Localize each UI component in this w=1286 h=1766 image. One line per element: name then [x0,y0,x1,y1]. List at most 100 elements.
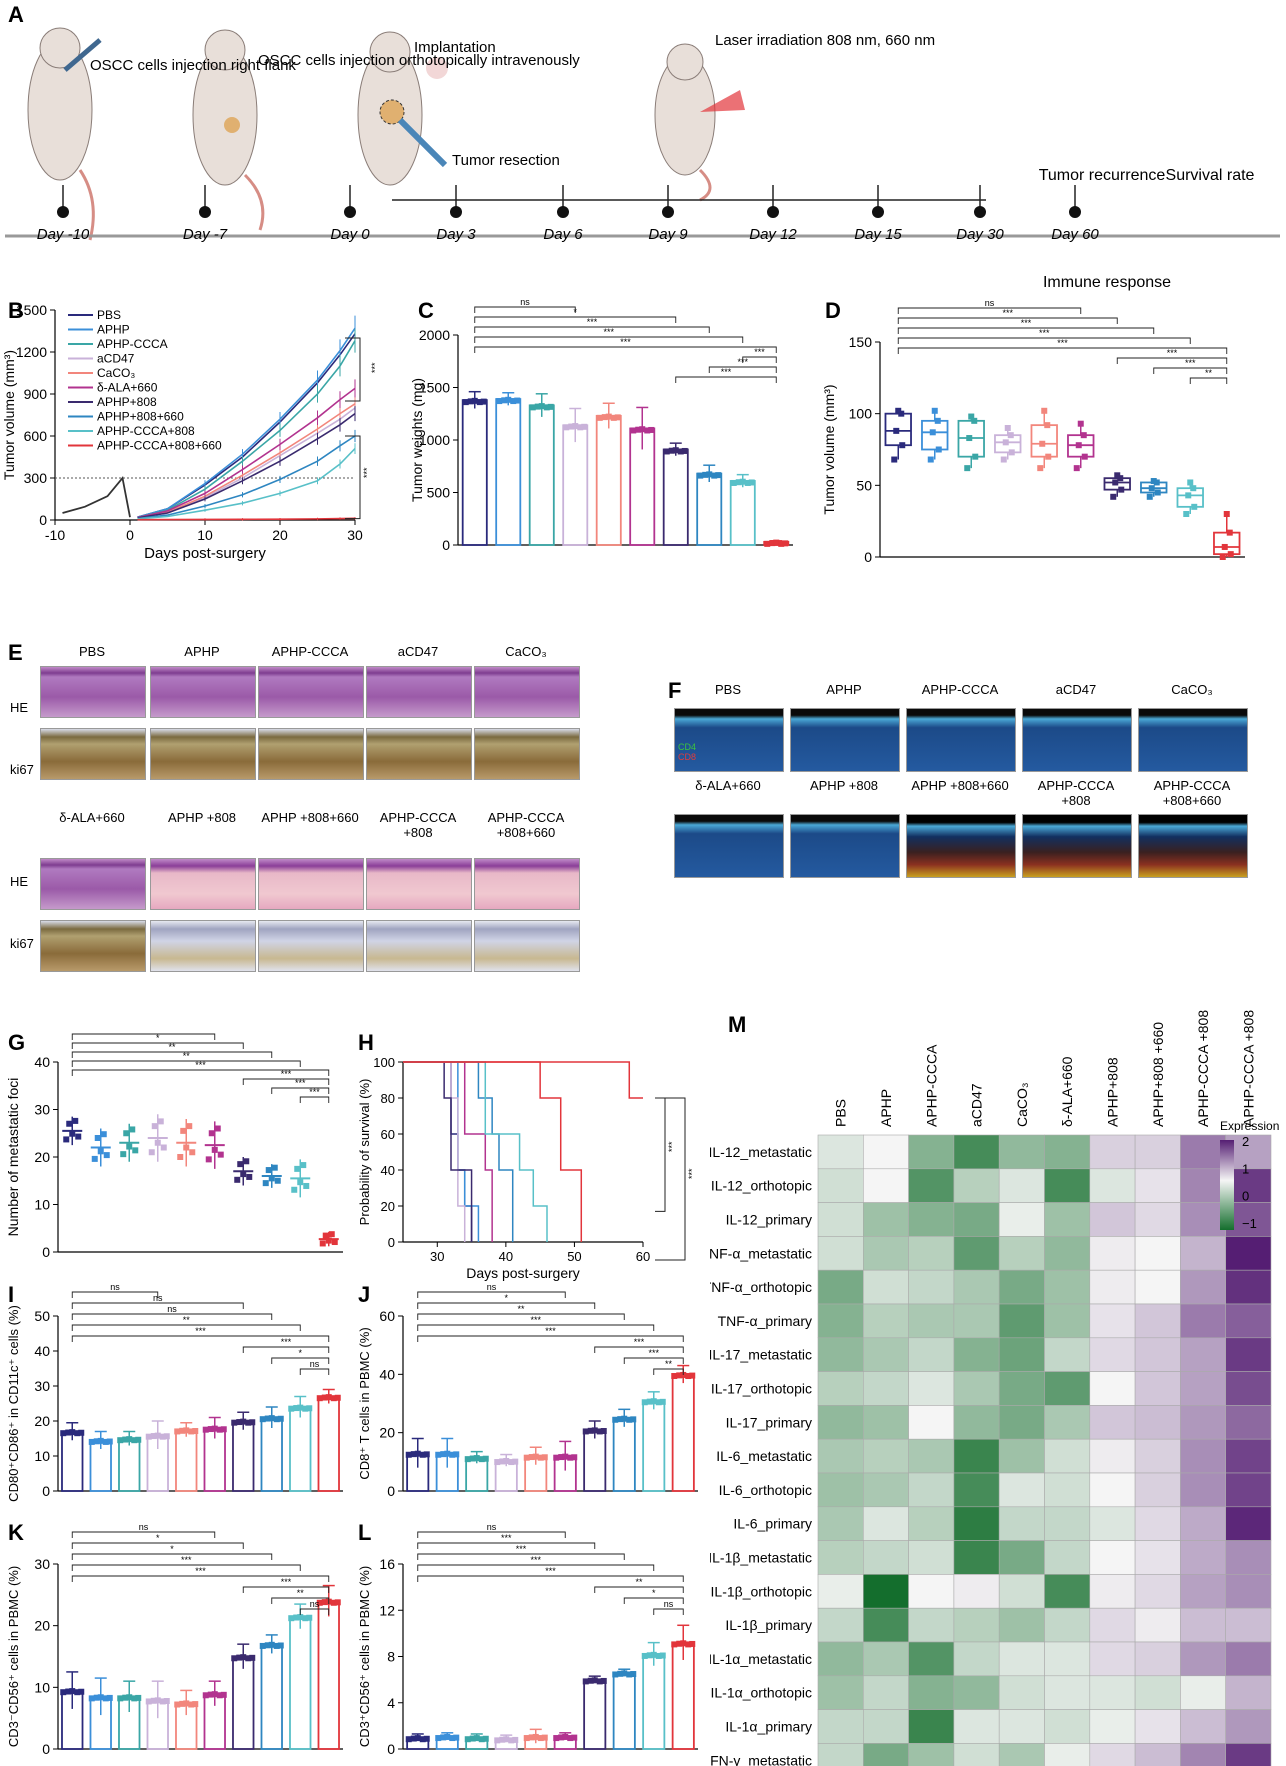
significance-label: *** [634,1337,645,1347]
data-point [689,1372,696,1379]
significance-label: *** [667,1141,677,1152]
heatmap-column-label: APHP+808 [1104,1057,1120,1127]
heatmap-cell [1225,1641,1272,1677]
data-point [677,448,684,455]
heatmap-cell [1134,1371,1181,1406]
data-point [268,1175,275,1182]
data-point [63,1136,70,1143]
bar [61,1430,84,1492]
y-tick-label: 40 [381,1163,395,1178]
heatmap-cell [1180,1675,1226,1710]
fluorescence-legend: CD4 CD8 [678,742,696,762]
data-point [538,403,545,410]
heatmap-row-label: IL-1β_orthotopic [711,1583,812,1599]
data-point [464,1736,471,1743]
mouse-illustration-1 [27,27,102,241]
y-tick-label: 30 [34,1102,50,1118]
data-point [316,1599,323,1606]
data-point [440,1734,447,1741]
bar [662,448,689,546]
data-point [614,414,621,421]
bar [232,1420,255,1492]
heatmap-cell [908,1540,955,1575]
data-point [135,1436,142,1443]
data-point [505,396,512,403]
data-point [1080,432,1087,439]
data-point [122,1694,129,1701]
heatmap-cell [908,1438,955,1474]
heatmap-cell [1134,1202,1181,1237]
significance-label: ns [139,1522,149,1532]
data-point [523,1735,530,1742]
heatmap-cell [998,1472,1045,1508]
heatmap-cell [998,1134,1045,1170]
ki67-stain-image [150,728,256,780]
significance-label: * [504,1293,508,1303]
significance-label: ns [139,1032,149,1034]
data-point [186,1123,193,1130]
heatmap-cell [1225,1506,1272,1541]
heatmap-cell [1134,1134,1181,1170]
heatmap-cell [953,1641,1000,1677]
heatmap-row-label: IL-6_primary [733,1516,812,1532]
x-tick-label: 0 [126,527,134,543]
legend-label: aCD47 [97,352,135,366]
fluorescence-title: δ-ALA+660 [695,778,761,793]
heatmap-cell [1044,1405,1091,1440]
data-point [503,1458,510,1465]
significance-bracket [71,1531,216,1538]
x-tick-label: 50 [567,1249,581,1264]
significance-label: ns [487,1284,497,1292]
data-point [1154,489,1161,496]
data-point [558,1734,565,1741]
legend-label: APHP [97,323,130,337]
data-point [97,1437,104,1444]
data-point [1110,493,1117,500]
data-point [711,472,718,479]
heatmap-cell [908,1371,955,1406]
data-point [529,404,536,411]
data-point [259,1416,266,1423]
significance-bracket [417,1575,684,1582]
data-point [610,414,617,421]
significance-label: *** [721,367,732,377]
heatmap-cell [953,1405,1000,1440]
heatmap-cell [1089,1236,1136,1271]
timeline-day-label: Day 30 [956,226,1004,243]
fluorescence-image [1138,814,1248,878]
data-point [126,1436,133,1443]
data-point [621,1670,628,1677]
heatmap-cell [1044,1675,1091,1710]
timeline-day-label: Day 3 [436,226,476,243]
he-stain-image [150,666,256,718]
x-axis-label: Days post-surgery [466,1265,580,1281]
significance-bracket [417,1324,655,1331]
data-point [541,1734,548,1741]
data-point [93,1694,100,1701]
heatmap-cell [817,1371,864,1406]
heatmap-cell [863,1202,909,1237]
data-point [148,1149,155,1156]
data-point [211,1691,218,1698]
data-point [154,1697,161,1704]
data-point [1223,511,1230,517]
heatmap-cell [953,1540,1000,1575]
heatmap-column-label: APHP [878,1089,894,1127]
data-point [617,1416,624,1423]
heatmap-cell [817,1168,864,1203]
significance-label: ns [310,1599,320,1609]
heatmap-cell [817,1236,864,1271]
y-tick-label: 1000 [419,432,450,448]
data-point [60,1430,67,1437]
heatmap-cell [1180,1574,1226,1609]
y-tick-label: 600 [24,428,48,444]
bar [612,1671,636,1750]
data-point [1118,486,1125,493]
he-stain-image [40,858,146,910]
histology-row-label: ki67 [10,936,34,951]
heatmap-cell [1180,1607,1226,1643]
significance-label: ** [517,1304,525,1314]
y-tick-label: 1500 [16,302,47,318]
